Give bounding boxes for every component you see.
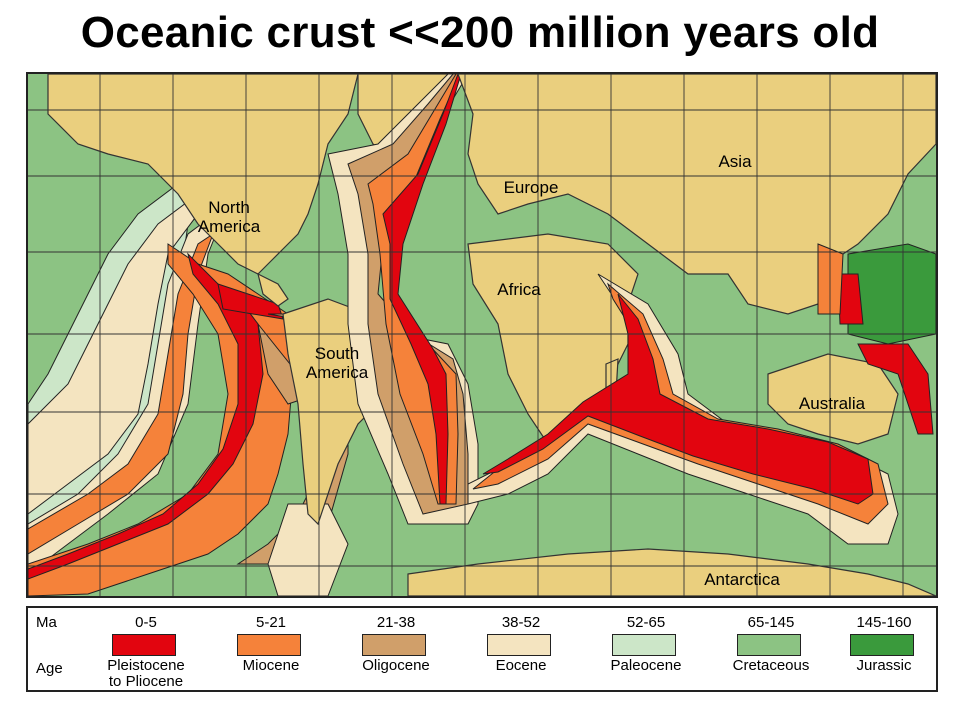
legend: Ma Age 0-5 Pleistocene to Pliocene 5-21 …	[26, 606, 938, 692]
legend-range: 5-21	[255, 614, 287, 631]
label-europe: Europe	[503, 178, 559, 197]
map-canvas	[28, 74, 936, 596]
legend-age: Pleistocene to Pliocene	[107, 657, 185, 690]
mid-atlantic-ridge	[327, 74, 479, 525]
ocean-floor-age-map: North America South America Europe Asia …	[26, 72, 938, 598]
land-central-america	[257, 272, 289, 307]
legend-range: 21-38	[376, 614, 416, 631]
legend-age: Oligocene	[362, 657, 430, 674]
indian-ocean-ridges	[467, 273, 899, 545]
legend-item-4: 52-65 Paleocene	[590, 608, 702, 690]
land-eurasia	[457, 74, 936, 315]
label-north-america: North America	[197, 198, 261, 236]
legend-swatch	[237, 634, 301, 656]
legend-item-6: 145-160 Jurassic	[828, 608, 940, 690]
land-australia	[767, 353, 899, 445]
legend-age: Jurassic	[856, 657, 912, 674]
legend-swatch	[362, 634, 426, 656]
legend-age-label: Age	[36, 660, 63, 677]
legend-range: 52-65	[626, 614, 666, 631]
legend-age: Miocene	[242, 657, 300, 674]
legend-age: Cretaceous	[732, 657, 810, 674]
legend-swatch	[112, 634, 176, 656]
page-title: Oceanic crust <<200 million years old	[80, 8, 880, 57]
legend-item-2: 21-38 Oligocene	[340, 608, 452, 690]
legend-range: 65-145	[747, 614, 795, 631]
lat-lon-grid	[28, 74, 936, 596]
legend-swatch	[850, 634, 914, 656]
legend-swatch	[612, 634, 676, 656]
legend-ma-label: Ma	[36, 614, 57, 631]
label-australia: Australia	[798, 394, 866, 413]
legend-age: Paleocene	[610, 657, 682, 674]
legend-age: Eocene	[495, 657, 547, 674]
legend-item-5: 65-145 Cretaceous	[715, 608, 827, 690]
label-antarctica: Antarctica	[704, 570, 780, 589]
label-asia: Asia	[718, 152, 752, 171]
legend-range: 0-5	[135, 614, 157, 631]
legend-item-1: 5-21 Miocene	[215, 608, 327, 690]
label-africa: Africa	[497, 280, 541, 299]
legend-range: 145-160	[856, 614, 912, 631]
legend-item-3: 38-52 Eocene	[465, 608, 577, 690]
label-south-america: South America	[305, 344, 369, 382]
west-pacific-jurassic	[817, 243, 936, 435]
legend-swatch	[737, 634, 801, 656]
legend-range: 38-52	[501, 614, 541, 631]
legend-swatch	[487, 634, 551, 656]
legend-item-0: 0-5 Pleistocene to Pliocene	[90, 608, 202, 690]
